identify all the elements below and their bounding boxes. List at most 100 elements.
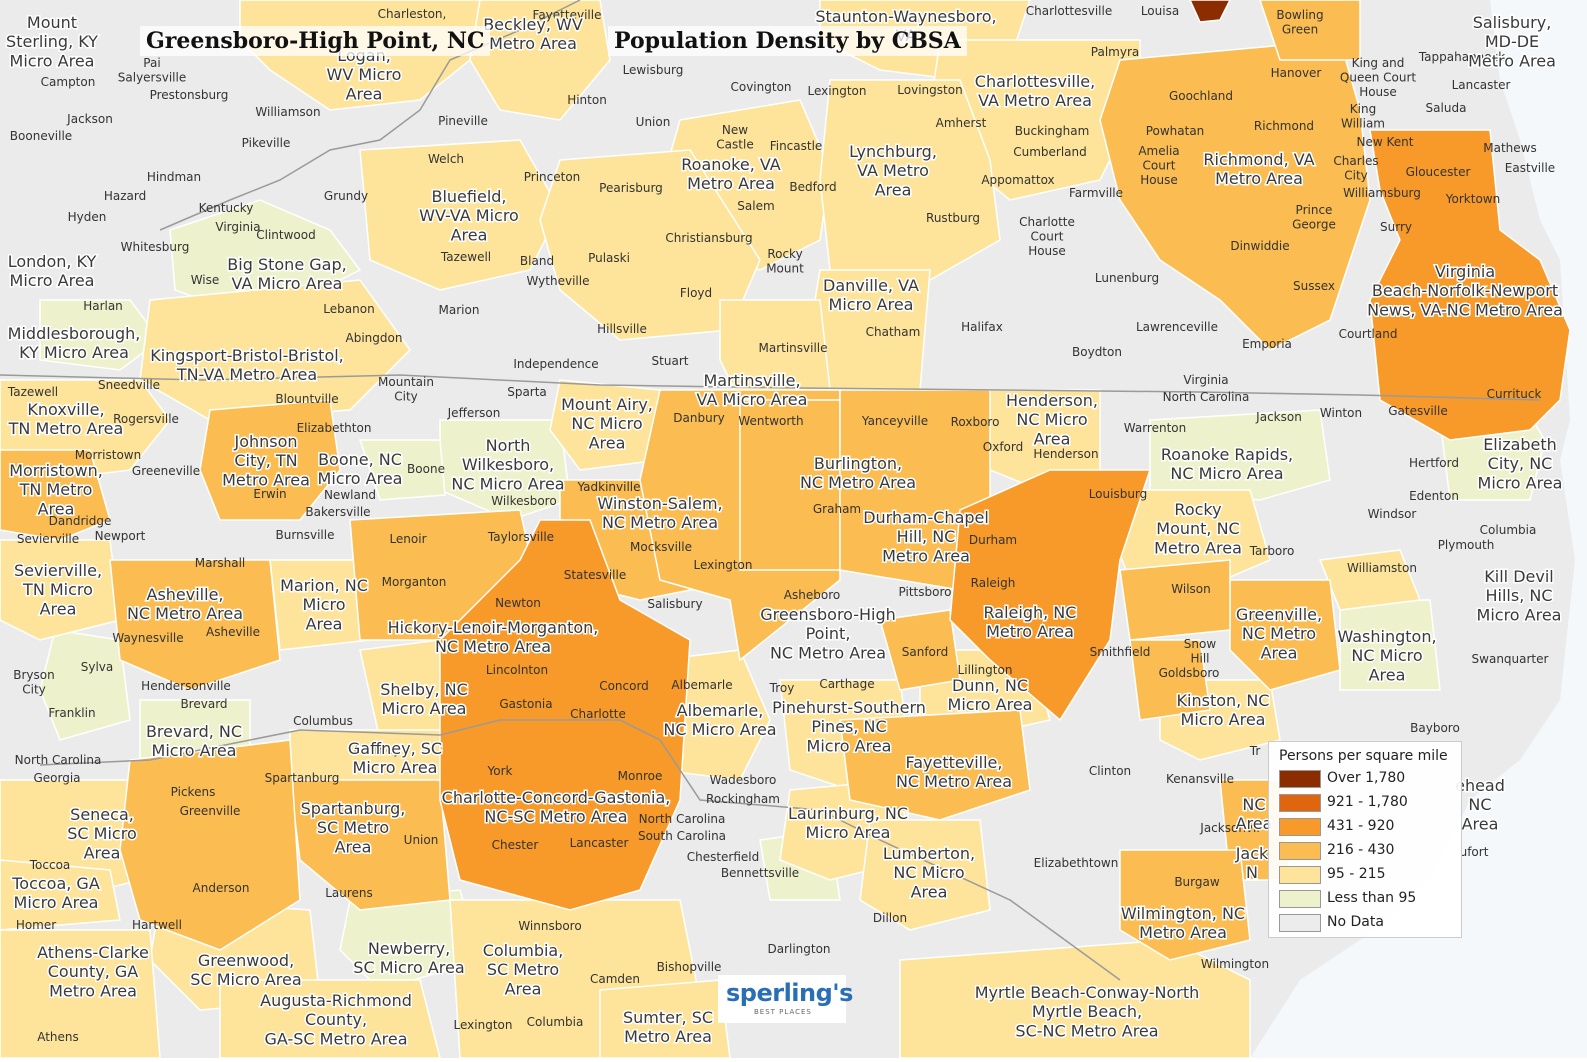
place-label: Lenoir <box>389 532 426 546</box>
place-label: Dandridge <box>49 514 112 528</box>
legend-row: No Data <box>1279 912 1459 932</box>
place-label: Bayboro <box>1410 721 1460 735</box>
place-label: Hazard <box>104 189 146 203</box>
place-label: Appomattox <box>981 173 1054 187</box>
place-label: Bennettsville <box>721 866 799 880</box>
place-label: Buckingham <box>1015 124 1090 138</box>
legend-label: 921 - 1,780 <box>1327 794 1408 810</box>
place-label: Columbus <box>293 714 353 728</box>
place-label: King and Queen Court House <box>1340 56 1416 99</box>
place-label: Whitesburg <box>121 240 190 254</box>
place-label: Boone <box>407 462 445 476</box>
place-label: Saluda <box>1426 101 1467 115</box>
place-label: Warrenton <box>1124 421 1186 435</box>
place-label: Rogersville <box>113 412 179 426</box>
place-label: Pearisburg <box>599 181 663 195</box>
metro-area-label: Athens-Clarke County, GA Metro Area <box>37 943 149 1000</box>
metro-area-label: Newberry, SC Micro Area <box>353 939 464 977</box>
place-label: Cumberland <box>1013 145 1087 159</box>
place-label: Tarboro <box>1249 544 1295 558</box>
place-label: Palmyra <box>1091 45 1139 59</box>
place-label: Virginia <box>215 220 260 234</box>
metro-area-label: Roanoke, VA Metro Area <box>681 155 781 193</box>
metro-area-label: Spartanburg, SC Metro Area <box>301 799 406 856</box>
place-label: Gatesville <box>1388 404 1447 418</box>
map-title-left: Greensboro-High Point, NC <box>140 26 491 56</box>
place-label: Pickens <box>171 785 216 799</box>
metro-area-label: Knoxville, TN Metro Area <box>8 400 124 438</box>
place-label: Camden <box>590 972 640 986</box>
metro-area-label: Martinsville, VA Micro Area <box>697 371 808 409</box>
place-label: Dillon <box>873 911 907 925</box>
region-richmond <box>1099 39 1371 351</box>
place-label: Waynesville <box>112 631 183 645</box>
place-label: Lewisburg <box>623 63 684 77</box>
place-label: Sylva <box>81 660 114 674</box>
place-label: Jacksonvil <box>1199 821 1259 835</box>
legend-swatch <box>1279 842 1321 860</box>
place-label: Union <box>404 833 439 847</box>
legend-swatch <box>1279 866 1321 884</box>
place-label: Newland <box>324 488 376 502</box>
place-label: Swanquarter <box>1472 652 1549 666</box>
place-label: Booneville <box>10 129 72 143</box>
place-label: Morristown <box>75 448 141 462</box>
region-blacksburg <box>539 149 761 341</box>
metro-area-label: Greensboro-High Point, NC Metro Area <box>760 605 896 662</box>
place-label: Martinsville <box>758 341 827 355</box>
metro-area-label: Brevard, NC Micro Area <box>146 722 242 760</box>
place-label: Bryson City <box>13 668 54 696</box>
place-label: Gloucester <box>1406 165 1471 179</box>
place-label: Hillsville <box>597 322 647 336</box>
sperlings-logo[interactable]: sperling's BEST PLACES <box>718 975 853 1023</box>
place-label: Williamsburg <box>1343 186 1421 200</box>
place-label: Powhatan <box>1146 124 1205 138</box>
metro-area-label: ehead NC Area <box>1455 776 1505 833</box>
place-label: Williamston <box>1347 561 1417 575</box>
place-label: Erwin <box>253 487 286 501</box>
place-label: Virginia <box>1183 373 1228 387</box>
place-label: Henderson <box>1033 447 1098 461</box>
place-label: Roxboro <box>951 415 1000 429</box>
place-label: Bedford <box>789 180 836 194</box>
place-label: Salem <box>737 199 774 213</box>
place-label: Rocky Mount <box>766 247 804 275</box>
place-label: Laurens <box>325 886 373 900</box>
place-label: Greeneville <box>132 464 200 478</box>
place-label: Elizabethton <box>297 421 372 435</box>
legend-swatch <box>1279 770 1321 788</box>
place-label: Boydton <box>1072 345 1122 359</box>
place-label: Clintwood <box>256 228 315 242</box>
region-wilson <box>1119 559 1231 641</box>
place-label: Toccoa <box>29 858 71 872</box>
metro-area-label: Gaffney, SC Micro Area <box>348 739 442 777</box>
region-boone <box>358 439 446 501</box>
place-label: Franklin <box>48 706 95 720</box>
metro-area-label: Burlington, NC Metro Area <box>800 454 916 492</box>
place-label: New Kent <box>1357 135 1414 149</box>
metro-area-label: Jack N <box>1235 844 1269 882</box>
place-label: Rustburg <box>926 211 980 225</box>
metro-area-label: Lumberton, NC Micro Area <box>883 844 975 901</box>
place-label: Sneedville <box>98 378 160 392</box>
region-beckley <box>469 0 611 121</box>
place-label: Salisbury <box>647 597 702 611</box>
place-label: Fayetteville <box>533 8 602 22</box>
place-label: Columbia <box>1480 523 1537 537</box>
place-label: Goochland <box>1169 89 1233 103</box>
region-wilmington <box>1119 849 1251 961</box>
state-borders <box>0 0 1541 981</box>
legend-title: Persons per square mile <box>1279 748 1448 764</box>
legend-swatch <box>1279 794 1321 812</box>
legend-row: Over 1,780 <box>1279 768 1459 788</box>
legend-row: 216 - 430 <box>1279 840 1459 860</box>
legend-label: 431 - 920 <box>1327 818 1395 834</box>
metro-area-label: Big Stone Gap, VA Micro Area <box>227 255 346 293</box>
place-label: Bishopville <box>657 960 722 974</box>
metro-area-label: Kinston, NC Micro Area <box>1177 691 1270 729</box>
place-label: Morganton <box>382 575 447 589</box>
place-label: Marshall <box>195 556 246 570</box>
place-label: Princeton <box>524 170 581 184</box>
place-label: Burgaw <box>1174 875 1220 889</box>
place-label: Greenville <box>180 804 241 818</box>
